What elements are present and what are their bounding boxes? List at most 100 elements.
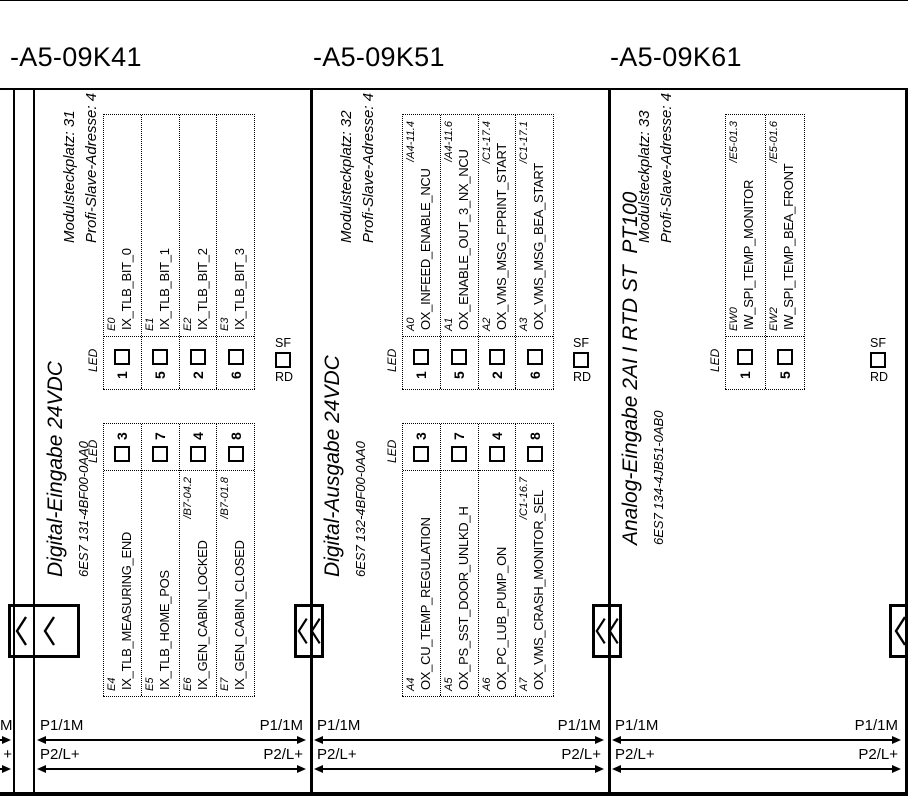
- cross-reference: /A4-11.6: [442, 121, 455, 162]
- signal-name: OX_PC_LUB_PUMP_ON: [493, 546, 509, 690]
- bus-labels-l-plus: P2/L+ P2/L+: [615, 747, 898, 763]
- led-cell: 8: [217, 424, 254, 471]
- led-checkbox: [114, 349, 131, 366]
- led-cell: 5: [440, 336, 478, 389]
- prev-bus-line-1m: [0, 736, 11, 744]
- chevron-left-icon: [15, 616, 28, 646]
- bus-labels-l-plus: P2/L+ P2/L+: [40, 747, 303, 763]
- bus-labels-1m: P1/1M P1/1M: [615, 718, 898, 734]
- channel-number: 4: [488, 432, 505, 440]
- bus-line-1m: [37, 736, 306, 744]
- led-checkbox: [526, 446, 543, 462]
- signal-name: OX_ENABLE_OUT_3_NX_NCU: [455, 149, 471, 330]
- signal-name: IX_GEN_CABIN_LOCKED: [194, 540, 210, 690]
- signal-name: IW_SPI_TEMP_BEA_FRONT: [780, 163, 796, 330]
- rd-label: RD: [870, 370, 889, 384]
- led-checkbox: [488, 446, 505, 462]
- sf-rd-checkbox: [573, 352, 589, 368]
- channel-number: 5: [451, 371, 468, 379]
- channel-block-upper: LED 1 E0 IX_TLB_BIT_0 5 E1 IX_TLB_BIT_1 2 E2 IX_T…: [86, 114, 255, 390]
- channel-block-upper: LED 1 A0/A4-11.4 OX_INFEED_ENABLE_NCU 5 A1/A4…: [385, 114, 554, 390]
- channel-address: A7: [518, 677, 531, 691]
- led-checkbox: [526, 349, 543, 366]
- module-title: -A5-09K61: [610, 42, 742, 72]
- slot-label: Modulsteckplatz: 31: [61, 110, 78, 243]
- channel-number: 5: [152, 371, 169, 379]
- bus-label-p2-right: P2/L+: [561, 746, 601, 763]
- led-header: LED: [86, 348, 100, 372]
- signal-name: OX_VMS_CRASH_MONITOR_SEL: [531, 490, 547, 690]
- slot-label: Modulsteckplatz: 32: [338, 110, 355, 243]
- led-checkbox: [737, 349, 754, 366]
- channel-number: 3: [114, 432, 131, 440]
- led-cell: 1: [104, 336, 141, 389]
- bus-label-p2-left: P2/L+: [317, 746, 357, 763]
- sf-label: SF: [275, 336, 291, 350]
- part-number: 6ES7 132-4BF00-0AA0: [353, 441, 368, 577]
- bus-label-p1-left: P1/1M: [317, 717, 361, 734]
- led-checkbox: [488, 349, 505, 366]
- bus-label-p1-right: P1/1M: [854, 717, 898, 734]
- led-cell: 4: [179, 424, 217, 471]
- profibus-connector: [592, 604, 622, 658]
- channel-number: 6: [227, 371, 244, 379]
- profibus-connector: [889, 604, 908, 658]
- cross-reference: /C1-16.7: [518, 477, 531, 520]
- led-header: LED: [385, 439, 399, 463]
- sf-rd-indicator: SF RD: [275, 336, 293, 384]
- channel-block-lower: LED A4 OX_CU_TEMP_REGULATION 3 A5 OX_PS_SST_D…: [385, 423, 554, 697]
- bus-label-p1-left: P1/1M: [615, 717, 659, 734]
- bus-line-l-plus: [314, 765, 604, 773]
- channel-row: E5 IX_TLB_HOME_POS 7: [140, 424, 179, 696]
- cross-reference: /E5-01.3: [728, 121, 740, 163]
- led-checkbox: [114, 446, 131, 462]
- led-cell: 3: [403, 424, 440, 471]
- led-checkbox: [189, 446, 206, 462]
- signal-name: OX_CU_TEMP_REGULATION: [418, 517, 433, 690]
- bus-line-1m: [612, 736, 901, 744]
- led-header: LED: [708, 348, 722, 372]
- sf-rd-checkbox: [870, 352, 886, 368]
- channel-row: A6 OX_PC_LUB_PUMP_ON 4: [477, 424, 516, 696]
- channel-row: 5 E1 IX_TLB_BIT_1: [140, 115, 179, 389]
- led-checkbox: [227, 446, 244, 462]
- module-type: Digital-Eingabe 24VDC: [44, 361, 67, 577]
- channel-address: E5: [143, 677, 156, 691]
- bus-label-p1-right: P1/1M: [259, 717, 303, 734]
- channel-row: 1 EW0/E5-01.3 IW_SPI_TEMP_MONITOR: [726, 115, 765, 389]
- module-title: -A5-09K51: [313, 42, 445, 72]
- channel-address: E2: [181, 317, 194, 331]
- bus-label-p2-left: P2/L+: [40, 746, 80, 763]
- divider-k51-k61: [608, 88, 611, 794]
- led-cell: 6: [516, 336, 553, 389]
- channel-address: A2: [480, 317, 493, 331]
- signal-name: OX_PS_SST_DOOR_UNLKD_H: [455, 506, 471, 690]
- channel-number: 6: [526, 371, 543, 379]
- led-checkbox: [413, 446, 430, 462]
- bus-label-p1-left: P1/1M: [40, 717, 84, 734]
- channel-number: 8: [227, 432, 244, 440]
- rd-label: RD: [275, 370, 294, 384]
- signal-name: IX_TLB_HOME_POS: [156, 570, 172, 690]
- module-type: Digital-Ausgabe 24VDC: [321, 355, 344, 577]
- led-cell: 7: [141, 424, 179, 471]
- prev-bus-label-1m: M: [0, 717, 13, 734]
- channel-number: 5: [776, 371, 793, 379]
- bus-line-l-plus: [612, 765, 901, 773]
- channel-address: EW2: [767, 307, 780, 331]
- led-cell: 6: [217, 336, 254, 389]
- bus-labels-l-plus: P2/L+ P2/L+: [317, 747, 601, 763]
- cross-reference: /C1-17.1: [518, 121, 531, 164]
- sf-label: SF: [870, 336, 886, 350]
- channel-address: A6: [480, 677, 493, 691]
- profibus-connector: [294, 604, 324, 658]
- signal-name: IX_TLB_BIT_1: [156, 248, 172, 330]
- chevron-left-icon: [43, 616, 56, 646]
- channel-address: E0: [106, 317, 118, 331]
- signal-name: OX_VMS_MSG_BEA_START: [531, 163, 547, 330]
- led-cell: 2: [179, 336, 217, 389]
- sf-rd-checkbox: [275, 352, 291, 368]
- signal-name: IX_TLB_MEASURING_END: [119, 532, 134, 690]
- chevron-left-icon: [608, 618, 619, 644]
- sf-rd-indicator: SF RD: [870, 336, 888, 384]
